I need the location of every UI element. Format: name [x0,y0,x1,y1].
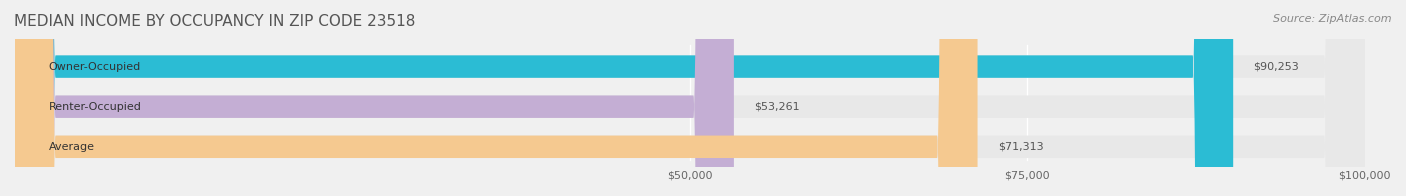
Text: $71,313: $71,313 [998,142,1043,152]
Text: $53,261: $53,261 [754,102,800,112]
Text: $90,253: $90,253 [1253,62,1299,72]
FancyBboxPatch shape [15,0,1365,196]
FancyBboxPatch shape [15,0,977,196]
Text: Source: ZipAtlas.com: Source: ZipAtlas.com [1274,14,1392,24]
Text: Renter-Occupied: Renter-Occupied [49,102,142,112]
FancyBboxPatch shape [15,0,734,196]
FancyBboxPatch shape [15,0,1233,196]
Text: Owner-Occupied: Owner-Occupied [49,62,141,72]
FancyBboxPatch shape [15,0,1365,196]
Text: MEDIAN INCOME BY OCCUPANCY IN ZIP CODE 23518: MEDIAN INCOME BY OCCUPANCY IN ZIP CODE 2… [14,14,415,29]
Text: Average: Average [49,142,94,152]
FancyBboxPatch shape [15,0,1365,196]
